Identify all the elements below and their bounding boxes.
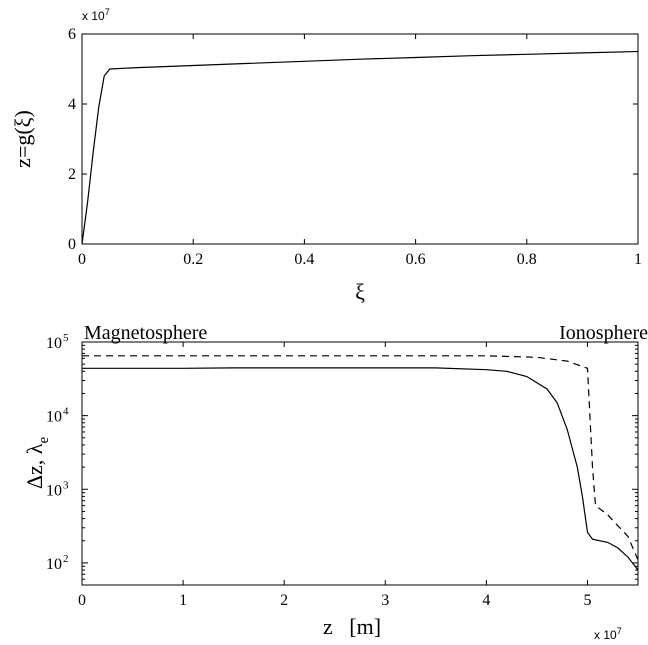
bottom-x-tick-label: 2 <box>280 592 288 609</box>
bottom-y-tick-exponent: 4 <box>63 406 69 418</box>
bottom-y-tick-label: 10 <box>46 482 62 499</box>
bottom-y-tick-exponent: 3 <box>63 479 69 491</box>
top-y-tick-label: 2 <box>68 166 76 183</box>
top-series-line <box>81 50 639 245</box>
top-x-tick-label: 1 <box>634 251 642 268</box>
top-chart: 0 0.2 0.4 0.6 0.8 1 0 2 4 6 x 107 z=g(ξ) ξ <box>10 7 642 304</box>
bottom-x-tick-label: 1 <box>179 592 187 609</box>
bottom-y-tick-label: 10 <box>46 556 62 573</box>
bottom-y-tick-label: 10 <box>46 409 62 426</box>
bottom-series <box>82 355 639 571</box>
bottom-x-tick-label: 0 <box>78 592 86 609</box>
top-x-tick-label: 0 <box>78 251 86 268</box>
top-plot-frame <box>81 33 639 245</box>
bottom-x-tick-label: 5 <box>583 592 591 609</box>
bottom-x-multiplier: x 107 <box>594 626 622 642</box>
top-y-tick-label: 0 <box>68 236 76 253</box>
annotation-ionosphere: Ionosphere <box>559 322 648 344</box>
top-series <box>81 50 639 245</box>
top-y-tick-label: 6 <box>68 26 76 43</box>
bottom-y-tick-exponent: 2 <box>63 553 69 565</box>
top-x-axis-label: ξ <box>355 279 365 304</box>
top-y-axis-label: z=g(ξ) <box>10 110 35 168</box>
bottom-x-tick-label: 3 <box>381 592 389 609</box>
bottom-series-solid-line <box>82 367 639 571</box>
bottom-series-dashed-line <box>82 355 639 561</box>
bottom-y-tick-exponent: 5 <box>63 332 69 344</box>
bottom-y-axis-label: Δz, λe <box>22 437 52 490</box>
bottom-x-axis-label: z [m] <box>323 614 381 639</box>
top-y-multiplier: x 107 <box>82 7 110 23</box>
annotation-magnetosphere: Magnetosphere <box>84 322 207 344</box>
bottom-plot-frame <box>81 341 639 586</box>
top-x-tick-label: 0.6 <box>406 251 426 268</box>
top-x-tick-label: 0.8 <box>517 251 537 268</box>
top-x-tick-label: 0.4 <box>294 251 314 268</box>
top-ticks: 0 0.2 0.4 0.6 0.8 1 0 2 4 6 <box>68 26 642 268</box>
top-y-tick-label: 4 <box>68 96 76 113</box>
top-x-tick-label: 0.2 <box>183 251 203 268</box>
bottom-y-tick-label: 10 <box>46 335 62 352</box>
bottom-x-tick-label: 4 <box>482 592 490 609</box>
